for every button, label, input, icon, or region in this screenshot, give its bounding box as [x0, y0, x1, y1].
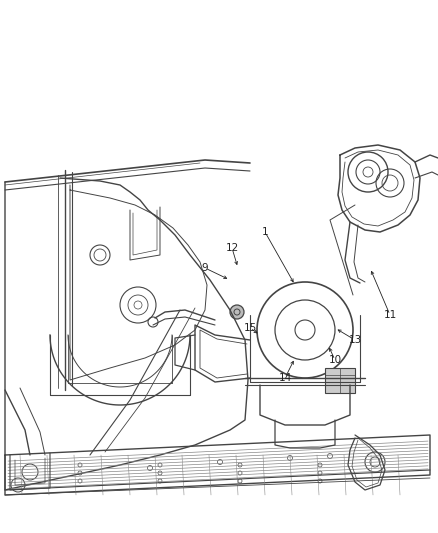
Text: 9: 9 — [201, 263, 208, 273]
Text: 11: 11 — [383, 310, 397, 320]
Text: 10: 10 — [328, 355, 342, 365]
Text: 14: 14 — [279, 373, 292, 383]
Text: 15: 15 — [244, 323, 257, 333]
Text: 13: 13 — [348, 335, 362, 345]
Circle shape — [230, 305, 244, 319]
Text: 1: 1 — [261, 227, 268, 237]
Bar — [325, 368, 355, 393]
Text: 12: 12 — [226, 243, 239, 253]
